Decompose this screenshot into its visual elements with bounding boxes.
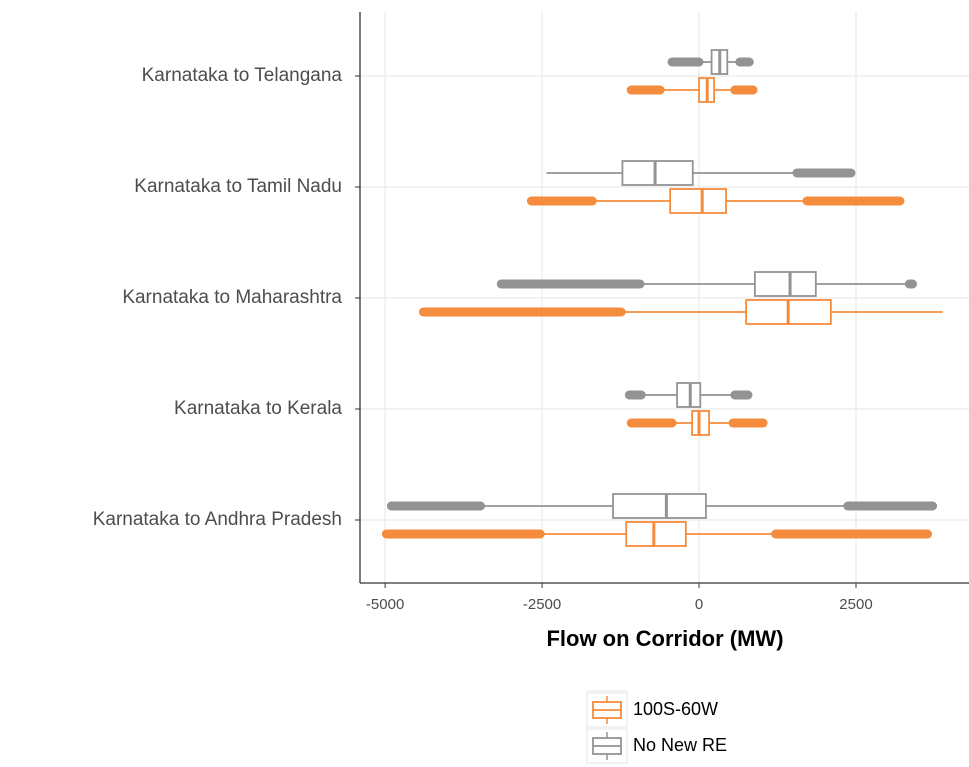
legend-label: No New RE <box>633 735 727 755</box>
y-tick-label: Karnataka to Telangana <box>142 65 343 86</box>
box <box>621 160 694 186</box>
y-tick-label: Karnataka to Maharashtra <box>122 287 342 308</box>
box <box>625 521 687 547</box>
x-tick-label: 2500 <box>839 596 872 613</box>
y-tick-label: Karnataka to Kerala <box>174 398 342 419</box>
box <box>691 410 710 436</box>
x-axis-title: Flow on Corridor (MW) <box>546 626 783 651</box>
x-tick-label: 0 <box>695 596 703 613</box>
x-tick-label: -2500 <box>523 596 561 613</box>
legend-label: 100S-60W <box>633 699 718 719</box>
box <box>669 188 727 214</box>
x-tick-label: -5000 <box>366 596 404 613</box>
box <box>754 271 817 297</box>
box <box>612 493 707 519</box>
box <box>676 382 702 408</box>
y-tick-label: Karnataka to Andhra Pradesh <box>93 509 342 530</box>
y-tick-label: Karnataka to Tamil Nadu <box>134 176 342 197</box>
